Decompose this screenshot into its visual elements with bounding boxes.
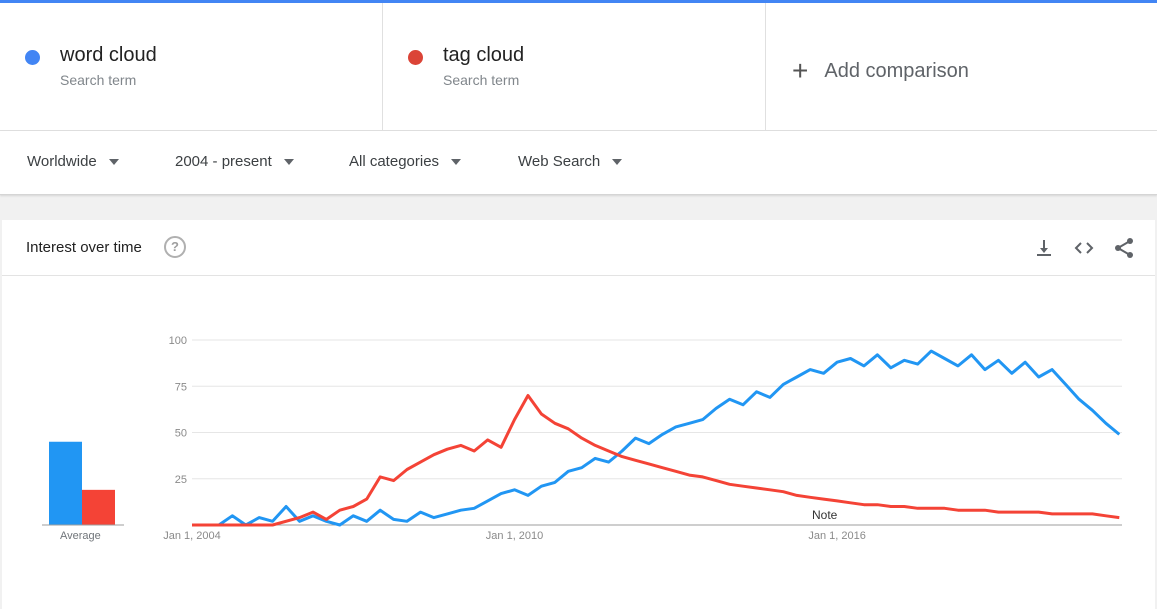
card-header: Interest over time ? [2,220,1155,276]
time-range-dropdown[interactable]: 2004 - present [175,153,294,170]
x-tick-label: Jan 1, 2010 [486,530,544,542]
average-bar-word-cloud [49,441,82,525]
share-icon[interactable] [1112,236,1136,260]
term-name[interactable]: tag cloud [443,44,525,66]
x-tick-label: Jan 1, 2004 [163,530,221,542]
chart-lines [192,349,1121,527]
term-color-dot [25,50,40,65]
search-type-value: Web Search [518,153,601,170]
chevron-down-icon [283,158,294,165]
y-tick-label: 100 [169,335,187,347]
term-card-tag-cloud[interactable]: tag cloud Search term [383,3,766,130]
search-type-dropdown[interactable]: Web Search [518,153,623,170]
x-axis-ticks: Jan 1, 2004 Jan 1, 2010 Jan 1, 2016 [163,530,866,542]
average-bars [42,441,124,526]
filter-bar: Worldwide 2004 - present All categories … [0,131,1157,195]
category-dropdown[interactable]: All categories [349,153,462,170]
plus-icon: + [792,55,809,86]
average-label: Average [60,530,101,542]
term-name[interactable]: word cloud [60,44,157,66]
series-line-tag-cloud[interactable] [192,394,1120,527]
chevron-down-icon [108,158,119,165]
search-terms-bar: word cloud Search term tag cloud Search … [0,3,1157,131]
term-subtitle: Search term [60,72,137,88]
card-title: Interest over time [26,239,142,256]
region-dropdown[interactable]: Worldwide [27,153,119,170]
add-comparison-card[interactable]: + Add comparison [766,3,1157,130]
add-comparison-button[interactable]: + Add comparison [792,57,969,85]
x-tick-label: Jan 1, 2016 [808,530,866,542]
chevron-down-icon [612,158,623,165]
download-icon[interactable] [1032,236,1056,260]
average-bar-tag-cloud [82,489,115,525]
interest-over-time-card: Interest over time ? 100 75 50 25 Jan 1, 20… [2,220,1155,609]
term-card-word-cloud[interactable]: word cloud Search term [0,3,383,130]
help-icon[interactable]: ? [164,236,186,258]
series-line-word-cloud[interactable] [192,349,1121,527]
y-tick-label: 50 [175,428,187,440]
chevron-down-icon [451,158,462,165]
add-comparison-label: Add comparison [824,59,969,82]
term-subtitle: Search term [443,72,520,88]
y-tick-label: 75 [175,381,187,393]
embed-icon[interactable] [1072,236,1096,260]
chart-note[interactable]: Note [812,508,838,522]
term-color-dot [408,50,423,65]
chart-grid: 100 75 50 25 [169,335,1122,526]
y-tick-label: 25 [175,474,187,486]
region-value: Worldwide [27,153,97,170]
category-value: All categories [349,153,440,170]
time-range-value: 2004 - present [175,153,272,170]
top-accent-line [0,0,1157,3]
